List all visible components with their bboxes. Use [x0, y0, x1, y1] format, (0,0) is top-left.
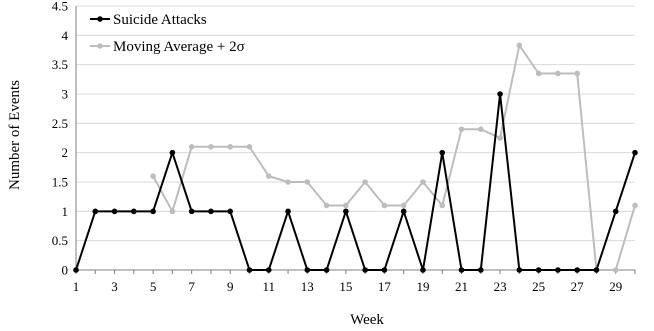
legend: Suicide Attacks Moving Average + 2σ [90, 12, 245, 55]
data-point-suicide-attacks [169, 149, 176, 156]
x-tick-label: 9 [227, 279, 234, 294]
data-point-moving-average [246, 144, 253, 150]
data-point-suicide-attacks [632, 149, 638, 156]
data-point-suicide-attacks [285, 208, 291, 215]
data-point-moving-average [304, 179, 311, 185]
data-point-suicide-attacks [111, 208, 118, 215]
data-point-moving-average [188, 144, 195, 150]
data-point-moving-average [574, 70, 580, 77]
data-point-suicide-attacks [227, 208, 234, 215]
legend-item-suicide-attacks: Suicide Attacks [90, 12, 207, 28]
data-point-suicide-attacks [516, 267, 523, 273]
series-line-suicide-attacks [75, 93, 636, 271]
x-tick-label: 21 [455, 279, 468, 294]
data-point-moving-average [420, 179, 426, 185]
data-point-moving-average [555, 70, 561, 77]
data-point-moving-average [169, 208, 176, 215]
data-point-suicide-attacks [246, 267, 253, 273]
x-tick-label: 19 [416, 279, 429, 294]
data-point-suicide-attacks [612, 208, 619, 215]
x-tick-label: 15 [339, 279, 352, 294]
series-line-moving-average [152, 44, 636, 271]
data-point-suicide-attacks [92, 208, 99, 215]
legend-swatch-moving-average-marker [97, 43, 103, 49]
legend-item-moving-average: Moving Average + 2σ [90, 39, 245, 55]
data-point-suicide-attacks [343, 208, 349, 215]
y-tick-label: 4.5 [52, 0, 68, 14]
series-suicide-attacks [73, 91, 638, 273]
data-point-moving-average [632, 202, 638, 209]
y-tick-label: 1.5 [52, 175, 68, 190]
data-point-moving-average [285, 179, 291, 185]
x-tick-label: 11 [262, 279, 275, 294]
data-point-moving-average [477, 126, 484, 132]
data-point-suicide-attacks [381, 267, 388, 273]
data-point-suicide-attacks [593, 267, 600, 273]
y-tick-labels: 0 0.5 1 1.5 2 2.5 3 3.5 4 4.5 [52, 0, 69, 278]
x-tick-label: 17 [378, 279, 392, 294]
data-point-moving-average [208, 144, 214, 150]
data-point-moving-average [265, 173, 272, 179]
data-point-suicide-attacks [150, 208, 156, 215]
data-point-suicide-attacks [208, 208, 214, 215]
series-moving-average [150, 42, 638, 273]
data-point-suicide-attacks [477, 267, 484, 273]
data-point-moving-average [150, 173, 156, 179]
data-point-suicide-attacks [420, 267, 426, 273]
y-tick-label: 3.5 [52, 57, 68, 72]
data-point-moving-average [343, 202, 349, 209]
gridlines [76, 5, 635, 242]
legend-label-moving-average: Moving Average + 2σ [113, 39, 245, 55]
x-axis-title: Week [350, 312, 384, 328]
data-point-suicide-attacks [574, 267, 580, 273]
x-tick-label: 29 [609, 279, 622, 294]
data-point-moving-average [227, 144, 234, 150]
x-tick-label: 7 [188, 279, 195, 294]
data-point-suicide-attacks [400, 208, 407, 215]
series [73, 42, 638, 273]
x-tick-label: 23 [494, 279, 507, 294]
data-point-suicide-attacks [323, 267, 330, 273]
data-point-moving-average [439, 202, 446, 209]
data-point-moving-average [535, 70, 542, 77]
legend-swatch-suicide-attacks-marker [97, 16, 103, 22]
data-point-suicide-attacks [439, 149, 446, 156]
data-point-moving-average [458, 126, 465, 132]
x-tick-label: 5 [150, 279, 157, 294]
x-tick-label: 13 [301, 279, 314, 294]
y-tick-label: 0 [62, 263, 69, 278]
data-point-suicide-attacks [497, 91, 503, 97]
data-point-suicide-attacks [555, 267, 561, 273]
y-tick-label: 3 [62, 87, 69, 102]
data-point-moving-average [400, 202, 407, 209]
x-tick-label: 3 [111, 279, 118, 294]
data-point-suicide-attacks [304, 267, 311, 273]
y-tick-label: 1 [62, 204, 69, 219]
data-point-moving-average [323, 202, 330, 209]
x-tick-label: 27 [571, 279, 585, 294]
data-point-suicide-attacks [73, 267, 79, 273]
data-point-moving-average [612, 267, 619, 273]
data-point-suicide-attacks [362, 267, 368, 273]
data-point-moving-average [516, 42, 523, 49]
data-point-moving-average [497, 135, 503, 141]
x-tick-labels: 1 3 5 7 9 11 13 15 17 19 21 23 25 27 29 [73, 279, 622, 294]
data-point-moving-average [381, 202, 388, 209]
data-point-moving-average [362, 179, 368, 185]
data-point-suicide-attacks [458, 267, 465, 273]
data-point-suicide-attacks [188, 208, 195, 215]
y-tick-label: 4 [62, 28, 69, 43]
legend-label-suicide-attacks: Suicide Attacks [113, 12, 207, 28]
x-tick-label: 1 [73, 279, 80, 294]
data-point-suicide-attacks [265, 267, 272, 273]
data-point-suicide-attacks [131, 208, 137, 215]
y-tick-label: 2 [62, 145, 69, 160]
y-tick-label: 0.5 [52, 233, 68, 248]
x-tick-label: 25 [532, 279, 545, 294]
y-tick-label: 2.5 [52, 116, 68, 131]
y-axis-title: Number of Events [7, 80, 23, 190]
data-point-suicide-attacks [535, 267, 542, 273]
